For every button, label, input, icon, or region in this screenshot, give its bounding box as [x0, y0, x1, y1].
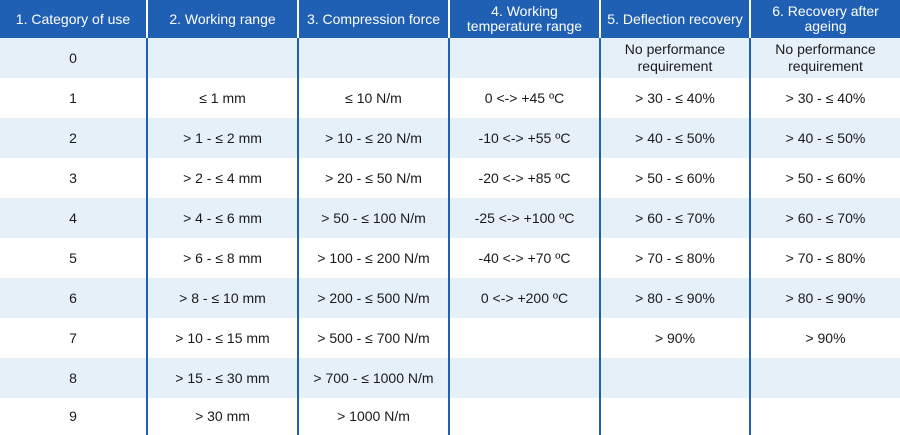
header-row: 1. Category of use 2. Working range 3. C…	[0, 0, 900, 38]
cell-compression-force: > 100 - ≤ 200 N/m	[297, 238, 449, 278]
cell-working-range: > 30 mm	[146, 398, 298, 435]
cell-category: 0	[0, 38, 147, 78]
cell-category: 5	[0, 238, 147, 278]
header-category-of-use: 1. Category of use	[0, 0, 147, 38]
cell-compression-force: > 10 - ≤ 20 N/m	[297, 118, 449, 158]
header-recovery-after-ageing: 6. Recovery after ageing	[749, 0, 900, 38]
cell-recovery-after-ageing: > 30 - ≤ 40%	[749, 78, 900, 118]
cell-compression-force: > 700 - ≤ 1000 N/m	[297, 358, 449, 398]
cell-category: 9	[0, 398, 147, 435]
cell-deflection-recovery: > 40 - ≤ 50%	[599, 118, 750, 158]
table-row: 9 > 30 mm > 1000 N/m	[0, 398, 900, 435]
cell-compression-force: > 500 - ≤ 700 N/m	[297, 318, 449, 358]
cell-working-range: > 8 - ≤ 10 mm	[146, 278, 298, 318]
cell-category: 8	[0, 358, 147, 398]
cell-category: 1	[0, 78, 147, 118]
cell-recovery-after-ageing: No performance requirement	[749, 38, 900, 78]
table-header: 1. Category of use 2. Working range 3. C…	[0, 0, 900, 38]
cell-temperature-range	[448, 398, 600, 435]
cell-working-range: > 15 - ≤ 30 mm	[146, 358, 298, 398]
header-deflection-recovery: 5. Deflection recovery	[599, 0, 750, 38]
cell-recovery-after-ageing	[749, 358, 900, 398]
cell-compression-force: > 50 - ≤ 100 N/m	[297, 198, 449, 238]
cell-temperature-range: 0 <-> +45 ºC	[448, 78, 600, 118]
cell-deflection-recovery: > 30 - ≤ 40%	[599, 78, 750, 118]
cell-deflection-recovery: > 50 - ≤ 60%	[599, 158, 750, 198]
table-row: 5 > 6 - ≤ 8 mm > 100 - ≤ 200 N/m -40 <-> +7…	[0, 238, 900, 278]
cell-temperature-range: -10 <-> +55 ºC	[448, 118, 600, 158]
cell-temperature-range: 0 <-> +200 ºC	[448, 278, 600, 318]
table-body: 0 No performance requirement No performanc…	[0, 38, 900, 435]
cell-temperature-range	[448, 358, 600, 398]
cell-deflection-recovery: No performance requirement	[599, 38, 750, 78]
table-row: 7 > 10 - ≤ 15 mm > 500 - ≤ 700 N/m > 90% > 9…	[0, 318, 900, 358]
cell-deflection-recovery: > 80 - ≤ 90%	[599, 278, 750, 318]
cell-recovery-after-ageing: > 90%	[749, 318, 900, 358]
header-working-range: 2. Working range	[146, 0, 298, 38]
cell-compression-force	[297, 38, 449, 78]
cell-compression-force: > 1000 N/m	[297, 398, 449, 435]
cell-working-range: ≤ 1 mm	[146, 78, 298, 118]
table-row: 8 > 15 - ≤ 30 mm > 700 - ≤ 1000 N/m	[0, 358, 900, 398]
header-working-temperature-range: 4. Working temperature range	[448, 0, 600, 38]
cell-temperature-range: -20 <-> +85 ºC	[448, 158, 600, 198]
table-row: 3 > 2 - ≤ 4 mm > 20 - ≤ 50 N/m -20 <-> +85 …	[0, 158, 900, 198]
cell-compression-force: ≤ 10 N/m	[297, 78, 449, 118]
cell-compression-force: > 20 - ≤ 50 N/m	[297, 158, 449, 198]
cell-working-range: > 4 - ≤ 6 mm	[146, 198, 298, 238]
header-compression-force: 3. Compression force	[297, 0, 449, 38]
table-row: 6 > 8 - ≤ 10 mm > 200 - ≤ 500 N/m 0 <-> +20…	[0, 278, 900, 318]
cell-category: 3	[0, 158, 147, 198]
cell-recovery-after-ageing: > 60 - ≤ 70%	[749, 198, 900, 238]
table-row: 2 > 1 - ≤ 2 mm > 10 - ≤ 20 N/m -10 <-> +55 …	[0, 118, 900, 158]
cell-deflection-recovery	[599, 398, 750, 435]
cell-category: 4	[0, 198, 147, 238]
cell-deflection-recovery: > 70 - ≤ 80%	[599, 238, 750, 278]
cell-temperature-range	[448, 318, 600, 358]
cell-working-range: > 6 - ≤ 8 mm	[146, 238, 298, 278]
cell-working-range	[146, 38, 298, 78]
cell-working-range: > 2 - ≤ 4 mm	[146, 158, 298, 198]
cell-working-range: > 10 - ≤ 15 mm	[146, 318, 298, 358]
cell-recovery-after-ageing: > 80 - ≤ 90%	[749, 278, 900, 318]
cell-recovery-after-ageing	[749, 398, 900, 435]
cell-temperature-range: -40 <-> +70 ºC	[448, 238, 600, 278]
cell-temperature-range	[448, 38, 600, 78]
table-row: 0 No performance requirement No performanc…	[0, 38, 900, 78]
cell-category: 6	[0, 278, 147, 318]
cell-deflection-recovery: > 60 - ≤ 70%	[599, 198, 750, 238]
cell-compression-force: > 200 - ≤ 500 N/m	[297, 278, 449, 318]
cell-recovery-after-ageing: > 40 - ≤ 50%	[749, 118, 900, 158]
cell-deflection-recovery	[599, 358, 750, 398]
cell-deflection-recovery: > 90%	[599, 318, 750, 358]
table-row: 1 ≤ 1 mm ≤ 10 N/m 0 <-> +45 ºC > 30 - ≤ 40% >…	[0, 78, 900, 118]
cell-category: 2	[0, 118, 147, 158]
cell-temperature-range: -25 <-> +100 ºC	[448, 198, 600, 238]
cell-working-range: > 1 - ≤ 2 mm	[146, 118, 298, 158]
cell-category: 7	[0, 318, 147, 358]
cell-recovery-after-ageing: > 50 - ≤ 60%	[749, 158, 900, 198]
cell-recovery-after-ageing: > 70 - ≤ 80%	[749, 238, 900, 278]
table-row: 4 > 4 - ≤ 6 mm > 50 - ≤ 100 N/m -25 <-> +10…	[0, 198, 900, 238]
